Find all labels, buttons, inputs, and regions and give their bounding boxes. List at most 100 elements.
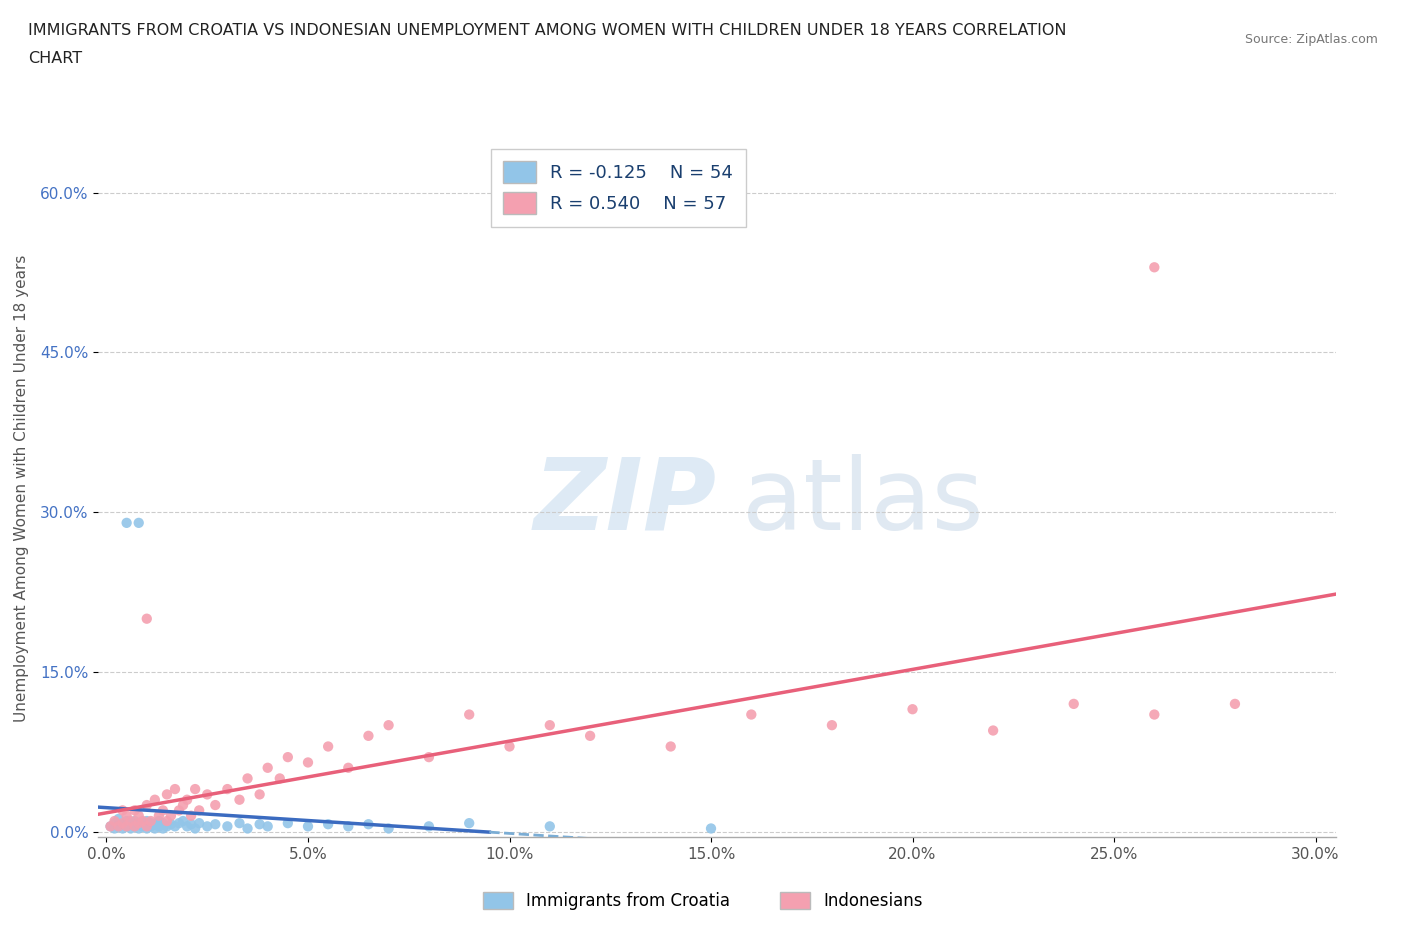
Point (418, 750, 440, 764)
Point (188, 803, 211, 817)
Point (156, 819, 179, 834)
Point (188, 816, 211, 830)
Point (458, 816, 481, 830)
Text: CHART: CHART (28, 51, 82, 66)
Point (128, 821, 150, 836)
Point (981, 723, 1004, 737)
Legend: Immigrants from Croatia, Indonesians: Immigrants from Croatia, Indonesians (477, 885, 929, 917)
Point (160, 808, 183, 823)
Point (579, 728, 602, 743)
Point (377, 718, 399, 733)
Point (135, 814, 157, 829)
Point (135, 798, 157, 813)
Point (120, 814, 142, 829)
Point (277, 816, 299, 830)
Point (115, 819, 138, 834)
Point (236, 771, 259, 786)
Point (135, 821, 157, 836)
Text: atlas: atlas (742, 454, 983, 551)
Point (148, 814, 170, 829)
Point (228, 816, 250, 830)
Point (167, 803, 190, 817)
Point (115, 814, 138, 829)
Point (337, 819, 360, 834)
Point (236, 821, 259, 836)
Point (204, 817, 226, 831)
Point (1223, 697, 1246, 711)
Point (100, 819, 122, 834)
Point (124, 819, 146, 834)
Point (277, 750, 299, 764)
Y-axis label: Unemployment Among Women with Children Under 18 years: Unemployment Among Women with Children U… (14, 255, 30, 722)
Point (172, 798, 194, 813)
Point (115, 819, 138, 834)
Point (1143, 707, 1166, 722)
Point (167, 816, 190, 830)
Point (139, 814, 162, 829)
Point (148, 808, 170, 823)
Point (103, 814, 125, 829)
Point (143, 817, 166, 831)
Point (128, 816, 150, 830)
Point (316, 739, 339, 754)
Point (156, 814, 179, 829)
Text: ZIP: ZIP (534, 454, 717, 551)
Point (124, 819, 146, 834)
Point (184, 821, 207, 836)
Point (124, 803, 146, 817)
Point (152, 803, 174, 817)
Point (269, 771, 291, 786)
Point (249, 787, 271, 802)
Point (107, 812, 129, 827)
Point (176, 819, 198, 834)
Point (217, 819, 239, 834)
Point (901, 702, 924, 717)
Point (115, 515, 138, 530)
Point (132, 814, 155, 829)
Point (107, 819, 129, 834)
Point (163, 781, 186, 796)
Point (377, 821, 399, 836)
Point (740, 707, 762, 722)
Point (256, 761, 278, 776)
Point (111, 816, 134, 830)
Point (357, 728, 380, 743)
Point (1063, 697, 1085, 711)
Point (357, 817, 380, 831)
Point (180, 808, 202, 823)
Point (160, 817, 183, 831)
Point (152, 816, 174, 830)
Legend: R = -0.125    N = 54, R = 0.540    N = 57: R = -0.125 N = 54, R = 0.540 N = 57 (491, 149, 745, 227)
Point (115, 808, 138, 823)
Point (172, 814, 194, 829)
Point (128, 515, 150, 530)
Point (204, 798, 226, 813)
Point (538, 819, 561, 834)
Point (148, 819, 170, 834)
Point (139, 816, 162, 830)
Point (103, 816, 125, 830)
Point (120, 816, 142, 830)
Point (337, 761, 360, 776)
Point (135, 819, 157, 834)
Point (111, 817, 134, 831)
Point (195, 787, 218, 802)
Point (195, 819, 218, 834)
Point (458, 707, 481, 722)
Point (256, 819, 278, 834)
Point (498, 739, 520, 754)
Point (107, 819, 129, 834)
Text: Source: ZipAtlas.com: Source: ZipAtlas.com (1244, 33, 1378, 46)
Point (217, 781, 239, 796)
Point (139, 819, 162, 834)
Point (120, 821, 142, 836)
Point (143, 821, 166, 836)
Point (249, 817, 271, 831)
Point (316, 817, 339, 831)
Point (1143, 259, 1166, 274)
Point (132, 816, 155, 830)
Point (163, 819, 186, 834)
Point (103, 821, 125, 836)
Point (100, 819, 122, 834)
Point (700, 821, 723, 836)
